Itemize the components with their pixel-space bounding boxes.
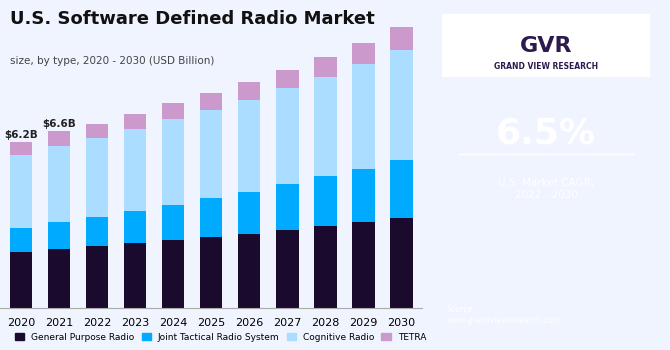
Bar xyxy=(200,93,222,110)
Bar xyxy=(161,205,184,240)
Bar xyxy=(314,57,336,77)
Bar xyxy=(9,142,32,155)
Bar xyxy=(123,114,147,130)
Bar xyxy=(352,43,375,64)
Bar xyxy=(123,130,147,211)
Bar xyxy=(390,160,413,218)
Text: GRAND VIEW RESEARCH: GRAND VIEW RESEARCH xyxy=(494,62,598,71)
Bar xyxy=(275,70,299,89)
Bar xyxy=(86,124,109,138)
Legend: General Purpose Radio, Joint Tactical Radio System, Cognitive Radio, TETRA: General Purpose Radio, Joint Tactical Ra… xyxy=(11,329,429,345)
Bar xyxy=(200,198,222,237)
Bar xyxy=(352,64,375,169)
Bar xyxy=(48,146,70,222)
Bar xyxy=(200,237,222,308)
Bar xyxy=(123,211,147,243)
Bar xyxy=(200,110,222,198)
FancyBboxPatch shape xyxy=(442,14,650,77)
Bar xyxy=(161,103,184,119)
Bar xyxy=(161,119,184,205)
Bar xyxy=(86,138,109,217)
Bar xyxy=(9,155,32,228)
Text: $6.2B: $6.2B xyxy=(4,130,38,140)
Text: $6.6B: $6.6B xyxy=(42,119,76,129)
Bar xyxy=(86,217,109,246)
Text: GVR: GVR xyxy=(520,35,572,56)
Bar xyxy=(161,240,184,308)
Text: U.S. Market CAGR,
2022 - 2030: U.S. Market CAGR, 2022 - 2030 xyxy=(498,178,594,200)
Text: size, by type, 2020 - 2030 (USD Billion): size, by type, 2020 - 2030 (USD Billion) xyxy=(10,56,214,66)
Bar xyxy=(238,82,261,100)
Bar xyxy=(275,89,299,184)
Bar xyxy=(238,192,261,233)
Bar xyxy=(275,230,299,308)
Bar xyxy=(9,228,32,252)
Bar xyxy=(314,226,336,308)
Bar xyxy=(123,243,147,308)
Bar xyxy=(390,218,413,308)
Bar xyxy=(48,131,70,146)
Bar xyxy=(86,246,109,308)
Bar xyxy=(238,100,261,192)
Bar xyxy=(352,222,375,308)
Bar xyxy=(314,77,336,176)
Bar xyxy=(352,169,375,222)
Bar xyxy=(238,233,261,308)
Text: 6.5%: 6.5% xyxy=(496,116,596,150)
Bar xyxy=(48,222,70,249)
Bar xyxy=(48,249,70,308)
Text: Source:
www.grandviewresearch.com: Source: www.grandviewresearch.com xyxy=(447,305,559,325)
Bar xyxy=(390,50,413,160)
Bar xyxy=(390,27,413,50)
Bar xyxy=(275,184,299,230)
Bar xyxy=(9,252,32,308)
Text: U.S. Software Defined Radio Market: U.S. Software Defined Radio Market xyxy=(10,10,375,28)
Bar xyxy=(314,176,336,226)
